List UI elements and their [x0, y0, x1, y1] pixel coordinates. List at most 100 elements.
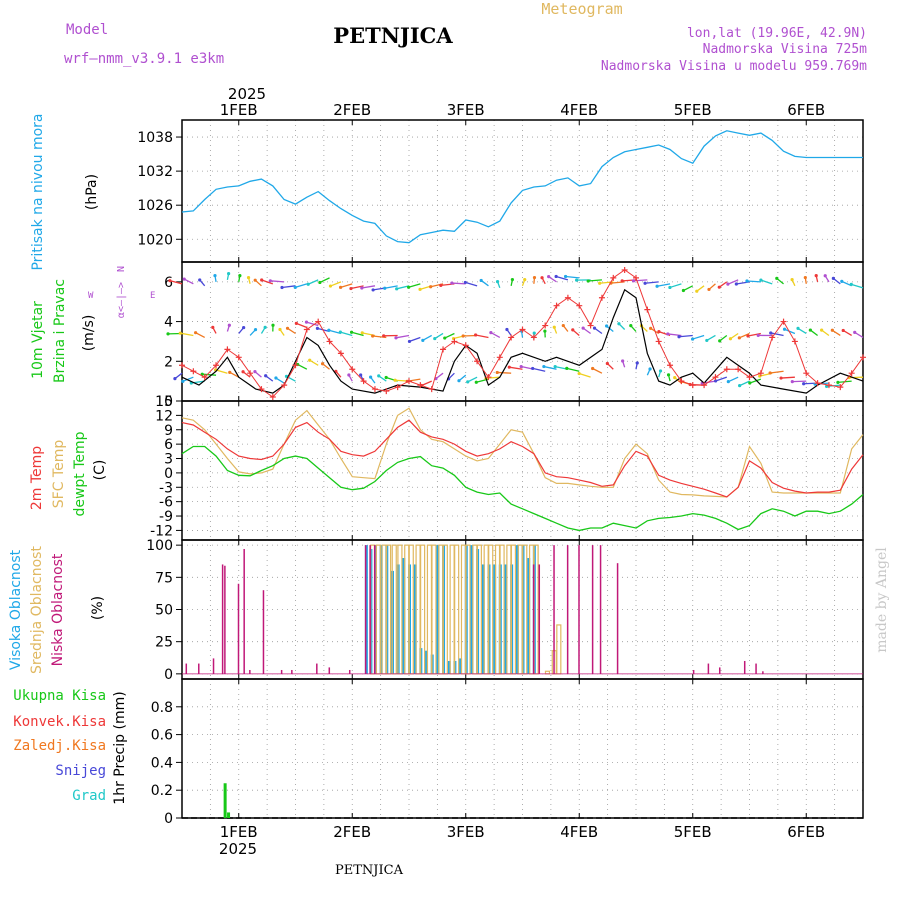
wind-gust-marker	[564, 294, 571, 301]
precip-legend-item: Snijeg	[55, 763, 106, 779]
wind-arrow-head	[713, 379, 718, 383]
wind-arrow	[532, 367, 546, 372]
wind-arrow-head	[547, 275, 551, 279]
y-tick-label: 6	[164, 275, 173, 291]
wind-gust-marker	[621, 266, 628, 273]
wind-arrow-head	[227, 323, 231, 327]
y-tick-label: -9	[159, 509, 173, 525]
wind-arrow-head	[395, 287, 399, 291]
wind-arrow-head	[718, 339, 722, 343]
cloud-bar-low	[538, 564, 541, 674]
wind-barb-row	[168, 271, 864, 293]
top-day-label: 6FEB	[787, 101, 825, 119]
model-label: Model	[66, 22, 108, 38]
wind-gust-marker	[315, 318, 322, 325]
wind-arrow-head	[280, 285, 284, 290]
wind-gust-marker	[371, 386, 378, 393]
y-tick-label: 15	[155, 394, 173, 410]
wind-arrow-head	[734, 282, 738, 286]
wind-arrow-head	[293, 285, 297, 289]
wind-arrow	[444, 332, 455, 339]
wind-arrow-head	[658, 369, 663, 373]
cloud-bar-low	[224, 565, 226, 674]
wind-arrow	[295, 283, 308, 288]
wind-arrow-head	[495, 279, 500, 284]
cloud-bar-low	[348, 669, 351, 674]
cloud-bar-low	[532, 564, 535, 674]
cloud-bar-high	[447, 660, 451, 674]
wind-arrow-head	[726, 380, 730, 384]
wind-arrow	[328, 329, 342, 335]
wind-arrow-head	[581, 326, 585, 330]
cloud-bar-high	[481, 564, 485, 674]
sfc-temp-line	[181, 407, 864, 498]
wind-arrow	[739, 380, 750, 387]
wind-arrow-head	[820, 328, 824, 332]
y-tick-label: -3	[159, 480, 173, 496]
wind-arrow-head	[227, 271, 231, 276]
pressure-panel: 1020 1026 1032 1038	[137, 119, 864, 263]
wind-gust-marker	[383, 388, 390, 395]
wind-arrow	[182, 376, 194, 382]
wind-arrow	[180, 332, 194, 337]
wind-arrow-head	[705, 338, 709, 343]
wind-arrow-head	[598, 281, 602, 285]
y-tick-label: 1032	[137, 164, 173, 180]
wind-gust-marker	[224, 346, 231, 353]
wind-gust-marker	[825, 382, 832, 389]
cloud-bar-mid	[510, 544, 517, 675]
wind-arrow	[229, 371, 240, 378]
cloud-bar-high	[413, 564, 417, 674]
top-day-label: 2FEB	[333, 101, 371, 119]
wind-gust-marker	[235, 354, 242, 361]
wind-arrow-head	[394, 336, 398, 340]
wind-arrow	[565, 275, 580, 279]
wind-arrow-head	[657, 330, 661, 334]
wind-arrow-head	[349, 286, 353, 291]
cloud-bar-high	[470, 545, 474, 674]
wind-arrow	[706, 334, 716, 341]
bottom-year-label: 2025	[219, 840, 257, 858]
wind-arrow	[330, 281, 342, 287]
altitude-label: Nadmorska Visina 725m	[703, 42, 868, 57]
wind-arrow-head	[294, 321, 298, 325]
wind-gust-marker	[258, 386, 265, 393]
wind-arrow-head	[779, 376, 783, 380]
cloud-bar-mid	[533, 544, 539, 675]
wind-arrow-head	[631, 279, 636, 283]
precip-legend: Ukupna Kisa Konvek.Kisa Zaledj.Kisa Snijeg G…	[13, 688, 106, 804]
wind-arrow-head	[213, 273, 217, 278]
wind-gust-marker	[814, 380, 821, 387]
wind-arrow	[588, 279, 603, 282]
top-day-label: 5FEB	[674, 101, 712, 119]
y-tick-label: 0.6	[151, 728, 173, 744]
cloud-bar-mid	[517, 544, 523, 675]
wind-gust-marker	[406, 378, 412, 385]
wind-gust-marker	[474, 358, 481, 365]
wind-arrow-head	[617, 322, 621, 326]
wind-gust-marker	[587, 322, 594, 329]
y-tick-label: 0	[164, 667, 173, 683]
y-tick-label: 4	[164, 315, 173, 331]
wind-arrow-head	[371, 334, 375, 338]
wind-arrow-head	[565, 366, 569, 370]
wind-arrow-head	[531, 366, 535, 371]
wind-gust-marker	[496, 354, 503, 361]
wind-arrow-head	[726, 282, 730, 286]
wind-arrow-head	[655, 284, 659, 288]
cloud-title-high: Visoka Oblacnost	[8, 549, 24, 670]
wind-arrow-head	[519, 364, 523, 369]
wind-arrow	[592, 367, 603, 374]
wind-arrow-head	[561, 323, 565, 328]
pressure-unit: (hPa)	[84, 174, 100, 210]
wind-arrow-head	[360, 286, 364, 290]
wind-arrow-head	[849, 282, 853, 286]
wind-arrow	[409, 336, 421, 343]
wind-gust-marker	[349, 366, 356, 373]
temp-unit: (C)	[92, 460, 108, 481]
cloud-bar-low	[243, 549, 245, 674]
wind-arrow-head	[168, 279, 172, 283]
wind-arrow-head	[173, 377, 177, 381]
cloud-bar-low	[762, 671, 764, 674]
wind-arrow-head	[268, 279, 272, 283]
